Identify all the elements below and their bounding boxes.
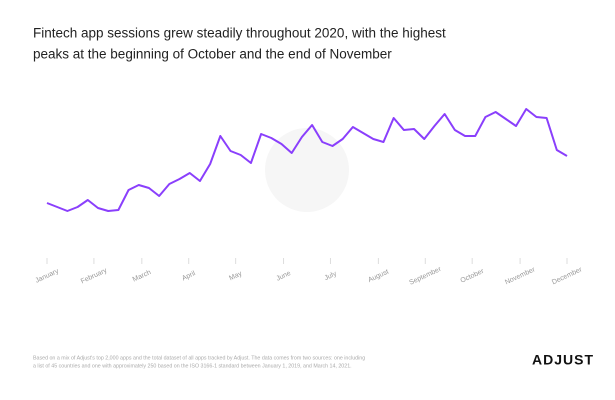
footnote: a list of 45 countries and one with appr… xyxy=(33,363,352,369)
x-tick-label: January xyxy=(34,268,60,285)
x-tick-label: November xyxy=(504,266,537,286)
footnote: Based on a mix of Adjust's top 2,000 app… xyxy=(33,355,365,361)
x-tick-label: May xyxy=(228,270,243,282)
chart-title: peaks at the beginning of October and th… xyxy=(33,47,392,62)
x-tick-label: December xyxy=(551,266,584,286)
x-tick-label: October xyxy=(460,268,486,285)
logo: ADJUST xyxy=(532,352,594,368)
x-tick-label: April xyxy=(181,270,197,282)
x-tick-label: August xyxy=(367,269,390,285)
x-tick-label: September xyxy=(408,266,443,287)
x-tick-label: March xyxy=(132,269,153,284)
x-tick-label: February xyxy=(80,267,109,285)
x-tick-label: June xyxy=(275,270,292,283)
x-tick-label: July xyxy=(323,270,338,282)
line xyxy=(46,108,568,212)
chart-title: Fintech app sessions grew steadily throu… xyxy=(33,26,446,41)
